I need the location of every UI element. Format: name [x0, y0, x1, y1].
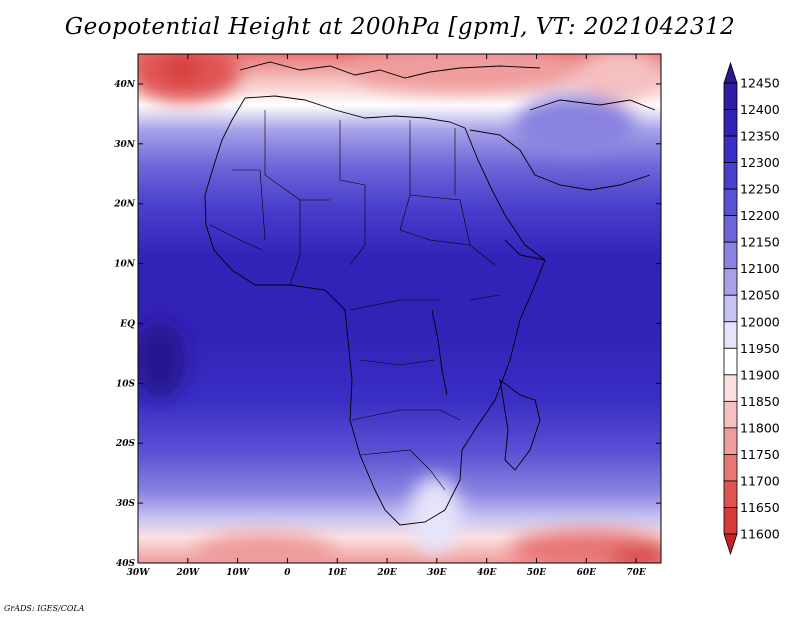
colorbar-label: 12200 [740, 208, 780, 223]
lon-tick-label: 10E [328, 568, 348, 578]
axis-ticks [137, 54, 661, 564]
lon-tick-label: 30W [127, 568, 151, 578]
height-field [138, 54, 661, 563]
colorbar-label: 12000 [740, 314, 780, 329]
lat-tick-label: 10S [116, 379, 136, 389]
country-borders [209, 110, 501, 491]
map-frame [137, 53, 662, 564]
colorbar-segment [723, 215, 738, 243]
lon-tick-label: 0 [284, 568, 291, 578]
colorbar-label: 11800 [740, 420, 780, 435]
lon-tick-label: 10W [226, 568, 250, 578]
colorbar-segment [723, 82, 738, 110]
colorbar-segment [723, 480, 738, 508]
colorbar-segment [723, 454, 738, 482]
colorbar-label: 12150 [740, 235, 780, 250]
colorbar-label: 11950 [740, 341, 780, 356]
lon-tick-label: 20E [376, 568, 397, 578]
lat-tick-label: 20N [113, 200, 136, 210]
lat-tick-label: 40S [116, 559, 136, 569]
colorbar: 12450 12400 12350 12300 12250 12200 12150 12100… [723, 61, 780, 556]
lon-tick-label: 40E [477, 568, 497, 578]
colorbar-segment [723, 241, 738, 270]
lat-tick-label: EQ [119, 319, 135, 329]
lat-tick-label: 20S [115, 439, 136, 449]
longitude-labels: 30W 20W 10W 0 10E 20E 30E 40E 50E 60E 70E [127, 568, 646, 578]
colorbar-segment [723, 347, 738, 376]
colorbar-segment [723, 268, 738, 296]
lon-tick-label: 70E [626, 568, 646, 578]
colorbar-segment [723, 374, 738, 402]
colorbar-segment [723, 321, 738, 349]
colorbar-segment [723, 294, 738, 323]
colorbar-label: 12450 [740, 76, 780, 91]
latitude-labels: 40S 30S 20S 10S EQ 10N 20N 30N 40N [113, 80, 136, 569]
colorbar-label: 11850 [740, 394, 780, 409]
colorbar-label: 12400 [740, 102, 780, 117]
colorbar-segment [723, 427, 738, 455]
colorbar-segment [723, 188, 738, 217]
map-title: Geopotential Height at 200hPa [gpm], VT:… [64, 14, 736, 40]
colorbar-label: 11650 [740, 500, 780, 515]
colorbar-label: 11700 [740, 473, 780, 488]
colorbar-label: 12050 [740, 288, 780, 303]
colorbar-label: 11600 [740, 527, 780, 542]
lon-tick-label: 30E [427, 568, 447, 578]
colorbar-max-arrow [723, 61, 738, 84]
colorbar-label: 12250 [740, 182, 780, 197]
lon-tick-label: 60E [577, 568, 597, 578]
lat-tick-label: 40N [114, 80, 136, 90]
colorbar-label: 12100 [740, 261, 780, 276]
colorbar-segment [723, 400, 738, 429]
coastlines [204, 61, 656, 526]
colorbar-segment [723, 507, 738, 535]
colorbar-label: 12300 [740, 155, 780, 170]
colorbar-label: 11900 [740, 367, 780, 382]
colorbar-label: 12350 [740, 129, 780, 144]
colorbar-min-arrow [723, 533, 738, 556]
colorbar-segment [723, 135, 738, 163]
colorbar-segment [723, 162, 738, 190]
lat-tick-label: 30N [114, 140, 136, 150]
lat-tick-label: 10N [114, 260, 136, 270]
colorbar-segment [723, 109, 738, 137]
colorbar-label: 11750 [740, 447, 780, 462]
lon-tick-label: 50E [527, 568, 547, 578]
lon-tick-label: 20W [175, 568, 200, 578]
grads-credit: GrADS: IGES/COLA [4, 604, 85, 613]
lat-tick-label: 30S [116, 499, 136, 509]
